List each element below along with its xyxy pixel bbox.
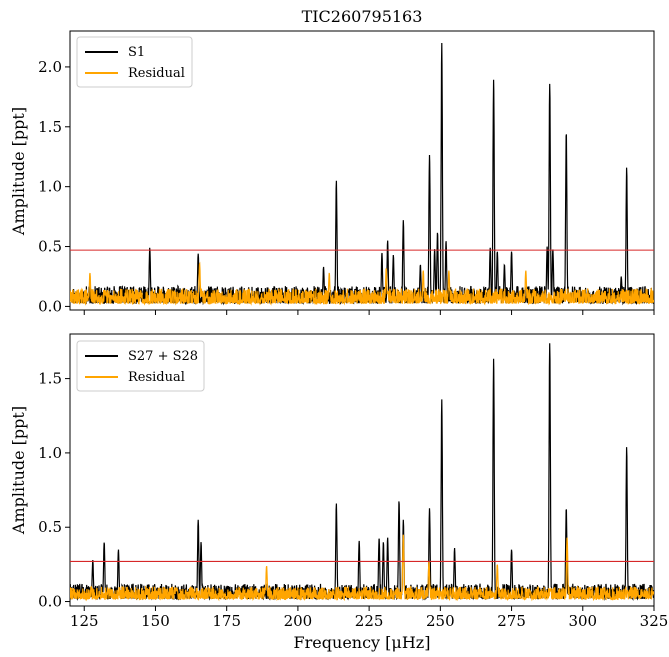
x-tick-label: 275 [497, 612, 526, 630]
x-tick-label: 225 [355, 612, 384, 630]
y-tick-label: 0.5 [38, 518, 62, 536]
bottom-ticks: 125 150 175 200 225 250 275 300 325 0.0 0.5 1.0 1.5 [38, 370, 668, 630]
top-y-axis-label: Amplitude [ppt] [9, 107, 28, 236]
y-tick-label: 0.0 [38, 593, 62, 611]
top-ticks: 0.0 0.5 1.0 1.5 2.0 [38, 58, 655, 315]
bottom-panel: 125 150 175 200 225 250 275 300 3250.00.51.01.5 … [9, 333, 668, 652]
top-legend-label-s1: S1 [128, 45, 145, 60]
top-legend: S1 Residual [76, 36, 193, 88]
chart-title: TIC260795163 [302, 7, 423, 26]
series-line-residual [70, 534, 654, 602]
y-tick-label: 2.0 [38, 58, 62, 76]
series-line-residual [70, 261, 654, 306]
top-series [70, 42, 654, 306]
x-tick-label: 175 [212, 612, 241, 630]
bottom-legend-label-residual: Residual [128, 370, 185, 385]
x-tick-label: 250 [426, 612, 455, 630]
top-legend-label-residual: Residual [128, 66, 185, 81]
y-tick-label: 0.5 [38, 238, 62, 256]
y-tick-label: 1.5 [38, 370, 62, 388]
x-tick-label: 150 [141, 612, 170, 630]
x-tick-label: 300 [568, 612, 597, 630]
bottom-legend-box [76, 340, 205, 392]
x-axis-label: Frequency [μHz] [294, 633, 431, 652]
x-tick-label: 125 [70, 612, 99, 630]
x-tick-label: 200 [284, 612, 313, 630]
top-panel: TIC260795163 0.0 0.5 1.0 1.5 2.0 Amplitude [… [9, 7, 655, 315]
x-tick-label: 325 [640, 612, 669, 630]
top-legend-box [76, 36, 193, 88]
bottom-legend: S27 + S28 Residual [76, 340, 205, 392]
top-plot-frame [69, 30, 655, 311]
y-tick-label: 0.0 [38, 297, 62, 315]
y-tick-label: 1.5 [38, 118, 62, 136]
y-tick-label: 1.0 [38, 444, 62, 462]
bottom-series [70, 343, 654, 602]
bottom-plot-frame [69, 333, 655, 607]
bottom-legend-label-s27-s28: S27 + S28 [128, 349, 198, 364]
y-tick-label: 1.0 [38, 178, 62, 196]
bottom-y-axis-label: Amplitude [ppt] [9, 406, 28, 535]
